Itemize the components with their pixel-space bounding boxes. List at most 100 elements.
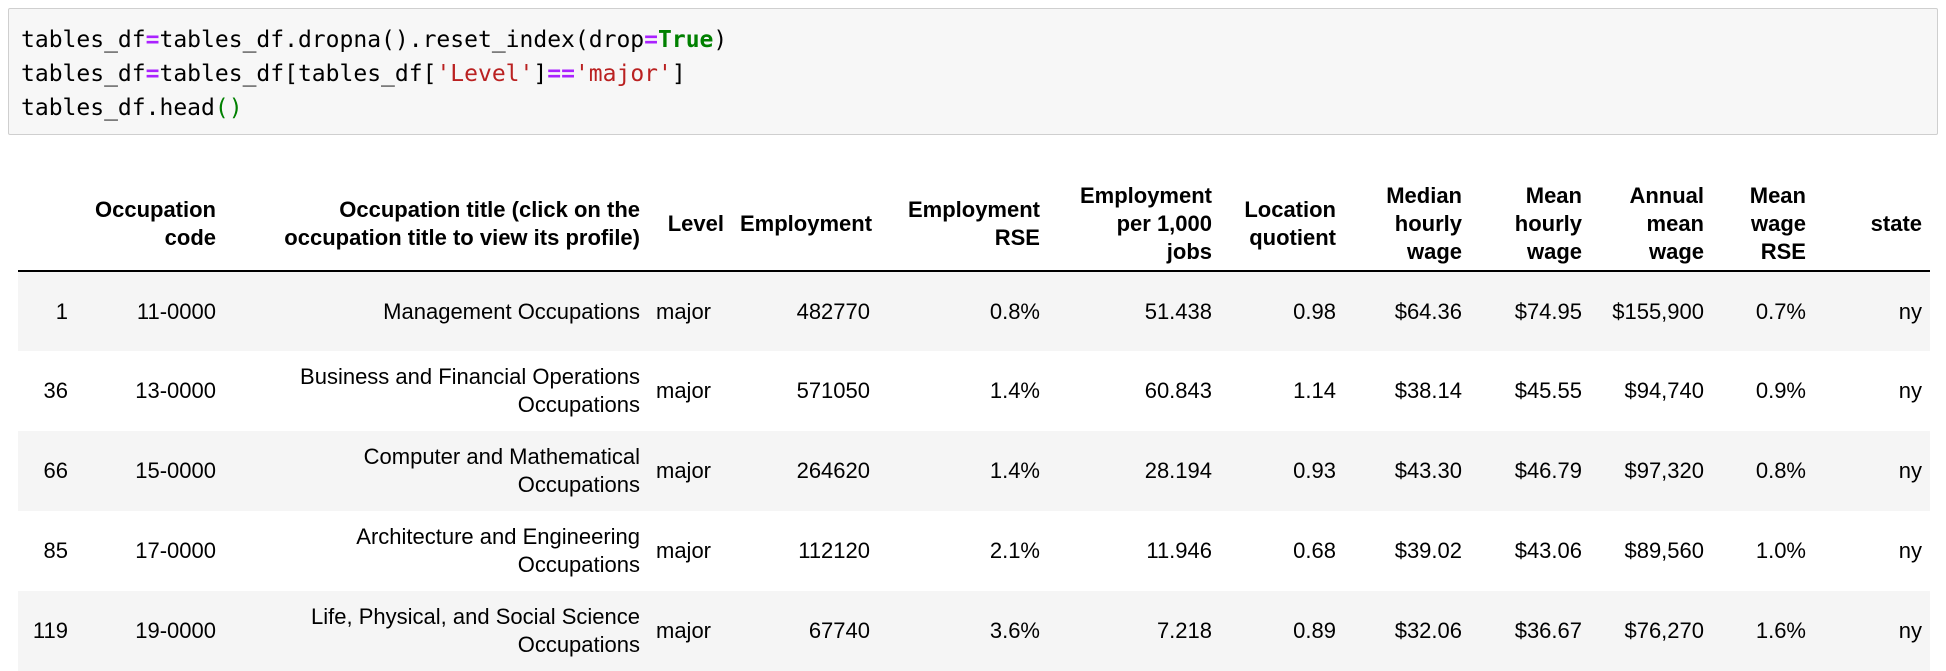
cell-state: ny [1898,378,1922,403]
column-header-label: Location [1244,197,1336,222]
cell-mean-wage-rse: 0.7% [1755,298,1806,324]
column-header: Employment [732,178,878,271]
cell-code: 13-0000 [135,378,216,403]
code-cell-input[interactable]: tables_df=tables_df.dropna().reset_index… [8,8,1938,135]
code-token: tables_df [21,27,146,53]
row-index: 119 [32,618,68,643]
header-row: Occupation code Occupation title (click on… [18,178,1930,271]
table-row: 1 11-0000 Management Occupations major 48277… [18,271,1930,351]
cell-title: Management Occupations [224,271,648,351]
cell-level: major [656,298,712,324]
dataframe-table: Occupation code Occupation title (click on… [18,178,1930,671]
column-header-label: wage [1648,239,1704,264]
cell-mean-hourly: $46.79 [1514,458,1582,483]
code-line: tables_df=tables_df.dropna().reset_index… [21,23,1925,57]
cell-location-quotient: 0.68 [1293,538,1336,563]
cell-state: ny [1898,538,1922,563]
cell-mean-wage-rse: 0.8% [1755,458,1806,483]
cell-per-1000: 28.194 [1144,458,1212,483]
column-header-label: hourly [1514,211,1582,236]
table-body: 1 11-0000 Management Occupations major 48277… [18,271,1930,671]
table-row: 36 13-0000 Business and Financial Operatio… [18,351,1930,431]
column-header-label: Employment [740,211,873,236]
column-header-label: wage [1526,239,1582,264]
cell-employment: 112120 [798,538,870,563]
cell-employment-rse: 0.8% [989,298,1040,324]
cell-per-1000: 7.218 [1156,618,1212,643]
cell-median-hourly: $43.30 [1394,458,1462,483]
cell-employment: 482770 [796,298,870,324]
cell-annual-mean: $76,270 [1624,618,1704,643]
column-header-label: Occupation title (click on the [339,197,640,222]
column-header: Occupation code [76,178,224,271]
code-token: = [644,27,658,53]
cell-mean-wage-rse: 1.6% [1755,618,1806,643]
cell-state: ny [1898,618,1922,643]
index-header [18,178,76,271]
column-header: Employment RSE [878,178,1048,271]
code-token: ] [671,61,686,87]
code-token: tables_df [21,61,146,87]
column-header-label: per 1,000 [1116,211,1212,236]
cell-per-1000: 60.843 [1144,378,1212,403]
cell-annual-mean: $94,740 [1624,378,1704,403]
cell-title-line: Business and Financial Operations [300,364,640,389]
column-header-label: Mean [1749,183,1806,208]
column-header-label: Occupation [94,197,216,222]
cell-median-hourly: $38.14 [1394,378,1462,403]
column-header-label: quotient [1249,225,1336,250]
column-header: state [1814,178,1930,271]
column-header-label: hourly [1394,211,1462,236]
cell-employment: 264620 [796,458,870,483]
code-token: = [145,27,160,53]
cell-location-quotient: 0.93 [1293,458,1336,483]
table-row: 66 15-0000 Computer and Mathematical Occupa… [18,431,1930,511]
column-header-label: Employment [1079,183,1212,208]
cell-mean-hourly: $74.95 [1514,298,1582,324]
code-token: == [547,61,575,87]
code-token: tables_df.dropna().reset_index(drop [159,27,645,53]
dataframe-output: Occupation code Occupation title (click on… [18,178,1930,671]
column-header: Occupation title (click on the occupation… [224,178,648,271]
code-token: True [658,27,714,53]
cell-mean-wage-rse: 1.0% [1755,538,1806,563]
column-header-label: mean [1646,211,1704,236]
cell-per-1000: 51.438 [1144,298,1212,324]
cell-title-line: Architecture and Engineering [356,524,640,549]
column-header-label: wage [1406,239,1462,264]
cell-title-line: Computer and Mathematical [363,444,640,469]
cell-annual-mean: $89,560 [1624,538,1704,563]
table-row: 119 19-0000 Life, Physical, and Social Sci… [18,591,1930,671]
code-token: tables_df.head [21,95,215,121]
cell-mean-hourly: $43.06 [1514,538,1582,563]
column-header-label: Median [1386,183,1462,208]
cell-level: major [656,538,712,563]
column-header: Employment per 1,000 jobs [1048,178,1220,271]
column-header-label: state [1870,211,1922,236]
column-header: Mean wage RSE [1712,178,1814,271]
code-token: 'Level' [436,61,534,87]
cell-location-quotient: 1.14 [1293,378,1336,403]
column-header-label: wage [1750,211,1806,236]
cell-title-line: Occupations [517,392,640,417]
cell-employment-rse: 1.4% [989,458,1040,483]
cell-mean-hourly: $36.67 [1514,618,1582,643]
code-line: tables_df.head() [21,91,1925,125]
cell-annual-mean: $155,900 [1612,298,1704,324]
row-index: 66 [43,458,68,483]
cell-code: 15-0000 [135,458,216,483]
code-token: = [145,61,160,87]
column-header-label: RSE [1760,239,1806,264]
row-index: 85 [43,538,68,563]
cell-level: major [656,458,712,483]
cell-employment-rse: 3.6% [989,618,1040,643]
cell-code: 19-0000 [135,618,216,643]
cell-title-line: Occupations [517,632,640,657]
cell-mean-hourly: $45.55 [1514,378,1582,403]
cell-annual-mean: $97,320 [1624,458,1704,483]
column-header: Median hourly wage [1344,178,1470,271]
cell-title: Business and Financial Operations Occupat… [224,351,648,431]
table-header: Occupation code Occupation title (click on… [18,178,1930,271]
cell-employment-rse: 2.1% [989,538,1040,563]
code-token: ] [533,61,548,87]
